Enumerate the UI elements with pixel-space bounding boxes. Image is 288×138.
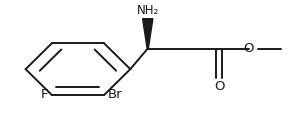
Text: Br: Br [108, 88, 122, 101]
Text: F: F [41, 88, 48, 101]
Text: O: O [243, 42, 254, 55]
Text: O: O [214, 80, 224, 93]
Polygon shape [143, 19, 153, 49]
Text: NH₂: NH₂ [137, 4, 159, 17]
